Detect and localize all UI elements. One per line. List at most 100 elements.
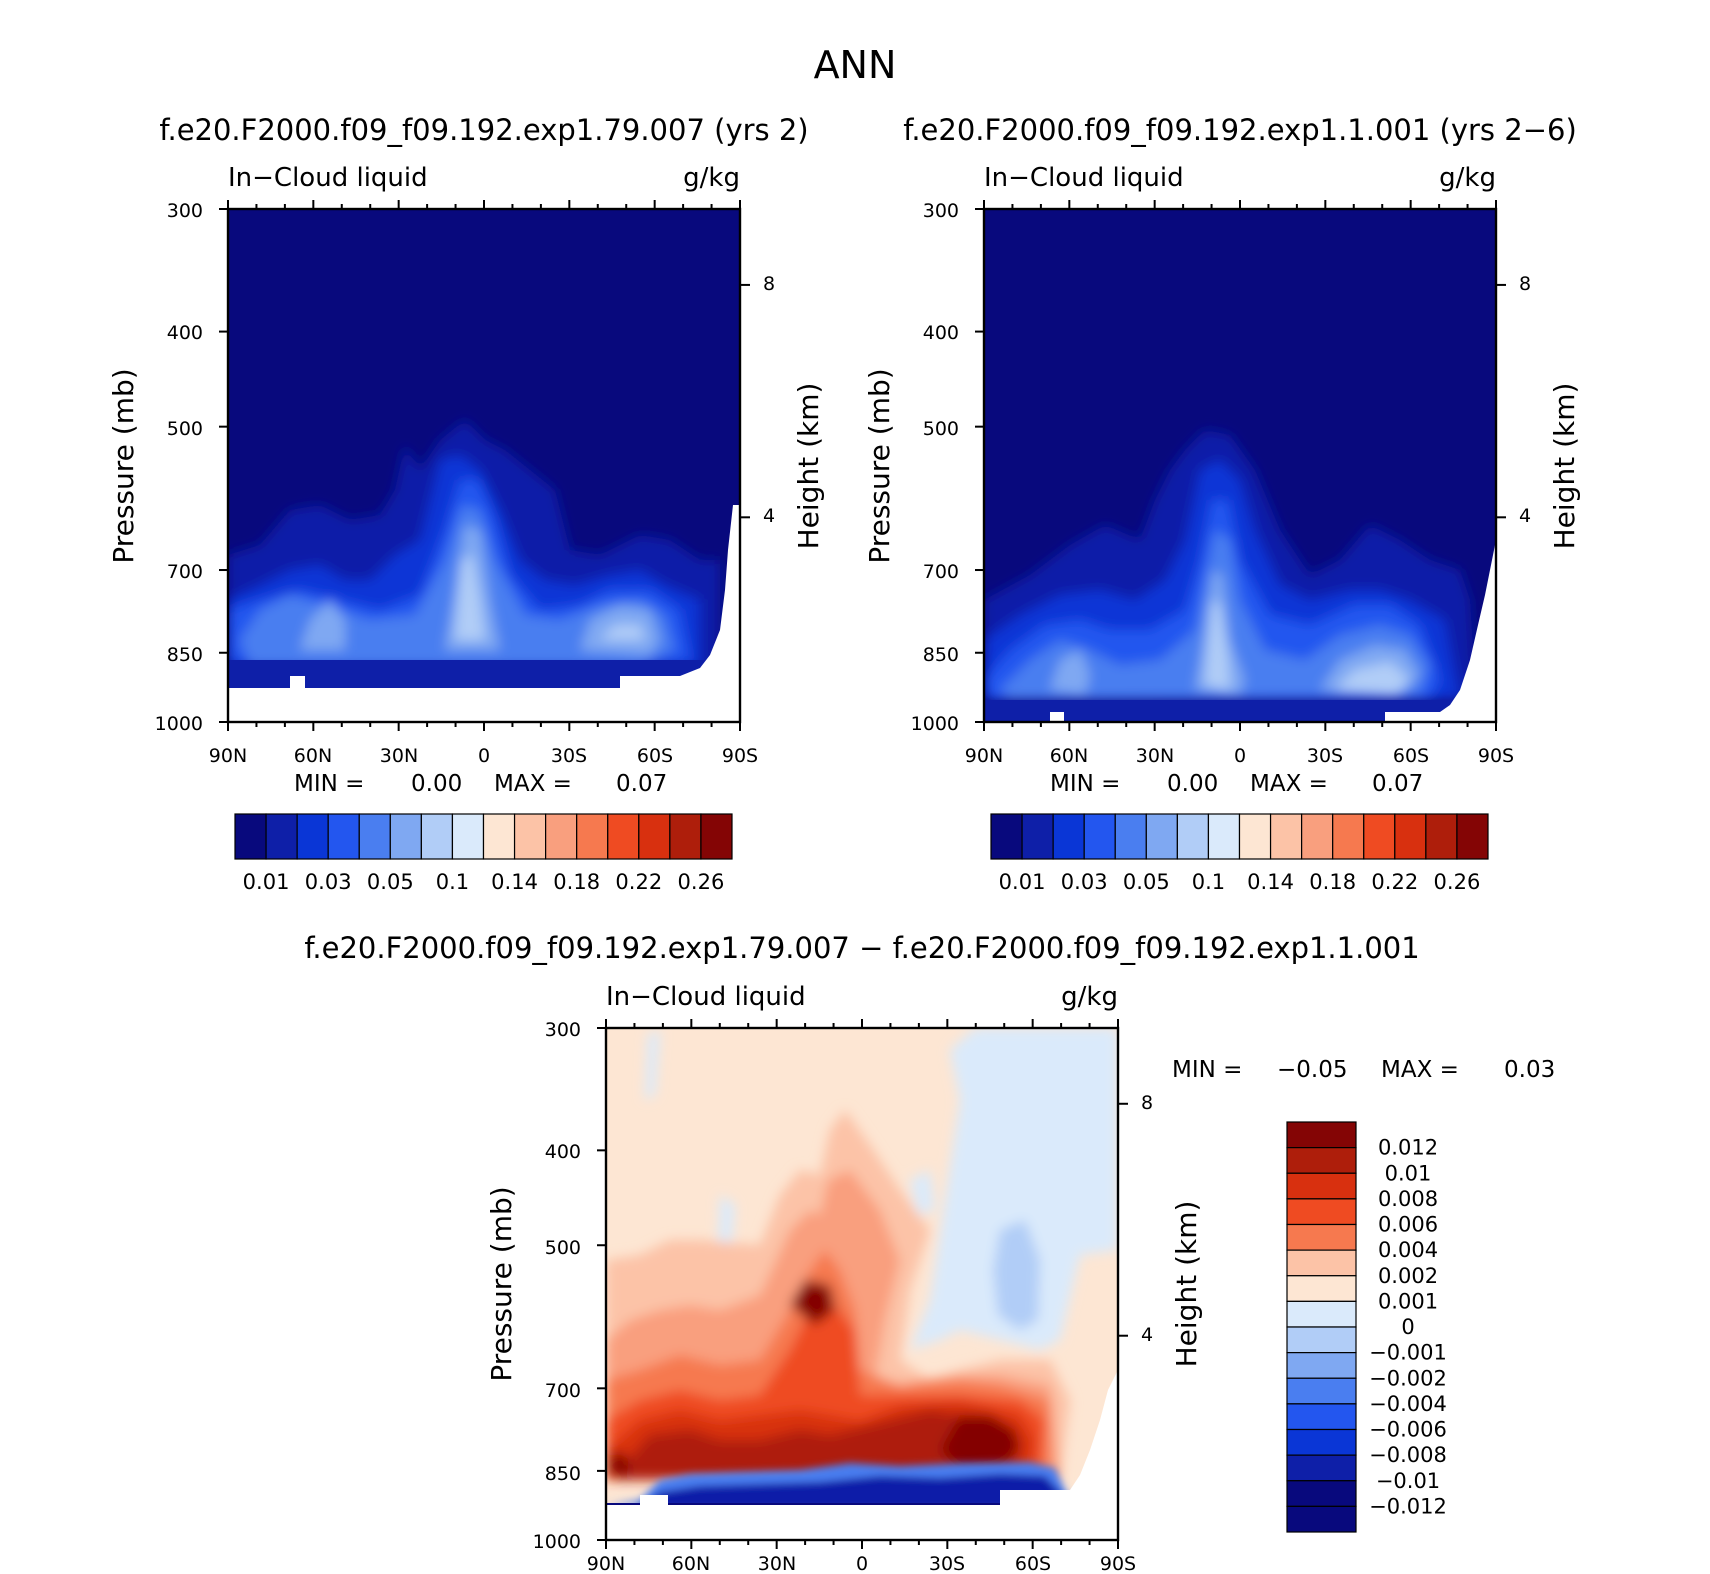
surface-mask (606, 1370, 1118, 1540)
colorbar-label: 0.22 (615, 870, 662, 894)
colorbar-swatch (1052, 813, 1085, 860)
colorbar-swatch (513, 813, 547, 860)
x-tick-label: 90N (587, 1553, 625, 1574)
contour-field (228, 209, 740, 722)
colorbar-label: 0 (1401, 1315, 1414, 1339)
contour-negative-2 (993, 1220, 1040, 1330)
x-tick-label: 90N (965, 745, 1003, 767)
colorbar-label: 0.1 (1192, 870, 1225, 894)
y-axis-title: Pressure (mb) (485, 1186, 518, 1381)
colorbar-label: −0.012 (1369, 1494, 1447, 1518)
y2-tick-label: 8 (763, 273, 775, 295)
contour-positive-7 (606, 1280, 1020, 1480)
y2-axis-title: Height (km) (792, 383, 825, 550)
contour-level-6 (1205, 600, 1410, 695)
colorbar-label: 0.26 (1434, 870, 1481, 894)
colorbar-label: 0.18 (553, 870, 600, 894)
colorbar-swatch (1286, 1249, 1357, 1277)
min-value: 0.00 (1167, 771, 1218, 797)
x-tick-label: 90S (722, 745, 758, 767)
y-tick-label: 300 (167, 200, 203, 222)
colorbar-swatch (1456, 813, 1489, 860)
colorbar-label: 0.01 (999, 870, 1046, 894)
surface-bottom-band (228, 660, 740, 690)
axis-ticks (219, 200, 750, 731)
max-value: 0.03 (1504, 1057, 1555, 1083)
max-label: MAX = (1381, 1057, 1459, 1083)
surface-bottom-band (984, 700, 1496, 722)
colorbar-swatch (1176, 813, 1210, 860)
colorbar-swatch (545, 813, 578, 860)
x-tick-label: 90N (209, 745, 247, 767)
colorbar-swatch (1286, 1172, 1357, 1200)
colorbar-swatch (1207, 813, 1241, 860)
y-tick-label: 400 (167, 322, 203, 344)
colorbar-swatch (1301, 813, 1334, 860)
colorbar-swatch (1021, 813, 1054, 860)
y-tick-label: 700 (167, 561, 203, 583)
contour-level-6 (455, 555, 645, 640)
colorbar-swatch (265, 813, 298, 860)
axis-labels: 300 400 500 700 850 1000 8 4 90N 60N 30N… (863, 200, 1581, 767)
x-tick-label: 90S (1100, 1553, 1136, 1574)
colorbar-swatch (1425, 813, 1458, 860)
colorbar-label: 0.05 (1123, 870, 1170, 894)
colorbar-swatch (1286, 1428, 1357, 1456)
y-tick-label: 500 (923, 418, 959, 440)
min-value: −0.05 (1277, 1057, 1347, 1083)
colorbar-label: 0.008 (1378, 1187, 1438, 1211)
y-tick-label: 700 (923, 561, 959, 583)
colorbar-swatch (1332, 813, 1365, 860)
min-label: MIN = (1172, 1057, 1242, 1083)
axis-ticks (597, 1019, 1128, 1549)
colorbar-swatch (1145, 813, 1178, 860)
x-tick-label: 60S (1393, 745, 1429, 767)
colorbar-label: 0.14 (491, 870, 538, 894)
units-label: g/kg (1439, 163, 1496, 193)
colorbar-swatch (1286, 1300, 1357, 1328)
colorbar-swatch (1286, 1352, 1357, 1379)
max-value: 0.07 (1372, 771, 1423, 797)
units-label: g/kg (1061, 982, 1118, 1012)
y-tick-label: 300 (545, 1019, 581, 1041)
colorbar-swatch (1269, 813, 1303, 860)
min-value: 0.00 (411, 771, 462, 797)
x-tick-label: 30N (758, 1553, 796, 1574)
max-label: MAX = (1250, 771, 1328, 797)
colorbar-swatch (1114, 813, 1147, 860)
y2-tick-label: 4 (763, 505, 775, 527)
colorbar-swatch (700, 813, 733, 860)
colorbar: 0.0120.010.0080.0060.0040.0020.0010−0.00… (1286, 1121, 1447, 1533)
y-tick-label: 700 (545, 1380, 581, 1402)
colorbar-swatch (1363, 813, 1396, 860)
colorbar-label: 0.05 (367, 870, 414, 894)
surface-mask (1050, 540, 1496, 722)
colorbar-label: −0.002 (1369, 1366, 1447, 1390)
surface-mask (228, 505, 740, 722)
colorbar-label: −0.008 (1369, 1443, 1447, 1467)
y-tick-label: 400 (923, 322, 959, 344)
panel-top-right: f.e20.F2000.f09_f09.192.exp1.1.001 (yrs … (863, 113, 1581, 894)
colorbar-swatch (389, 813, 422, 860)
colorbar-label: 0.03 (1061, 870, 1108, 894)
colorbar-swatch (638, 813, 671, 860)
y2-axis-title: Height (km) (1548, 383, 1581, 550)
colorbar-label: 0.004 (1378, 1238, 1438, 1262)
figure-title: ANN (814, 43, 897, 87)
colorbar-swatch (1286, 1326, 1357, 1354)
colorbar-swatch (1286, 1480, 1357, 1507)
y-tick-label: 1000 (911, 713, 959, 735)
colorbar-label: 0.03 (305, 870, 352, 894)
colorbar-label: 0.22 (1371, 870, 1418, 894)
y-tick-label: 500 (167, 418, 203, 440)
panel-title: f.e20.F2000.f09_f09.192.exp1.79.007 (yrs… (159, 113, 808, 147)
x-tick-label: 60N (1050, 745, 1088, 767)
x-tick-label: 0 (856, 1553, 868, 1574)
colorbar-label: −0.006 (1369, 1418, 1447, 1442)
axis-labels: 300 400 500 700 850 1000 8 4 90N 60N 30N… (107, 200, 825, 767)
colorbar-label: 0.002 (1378, 1264, 1438, 1288)
colorbar-swatch (296, 813, 329, 860)
y2-tick-label: 4 (1519, 505, 1531, 527)
x-tick-label: 0 (1234, 745, 1246, 767)
